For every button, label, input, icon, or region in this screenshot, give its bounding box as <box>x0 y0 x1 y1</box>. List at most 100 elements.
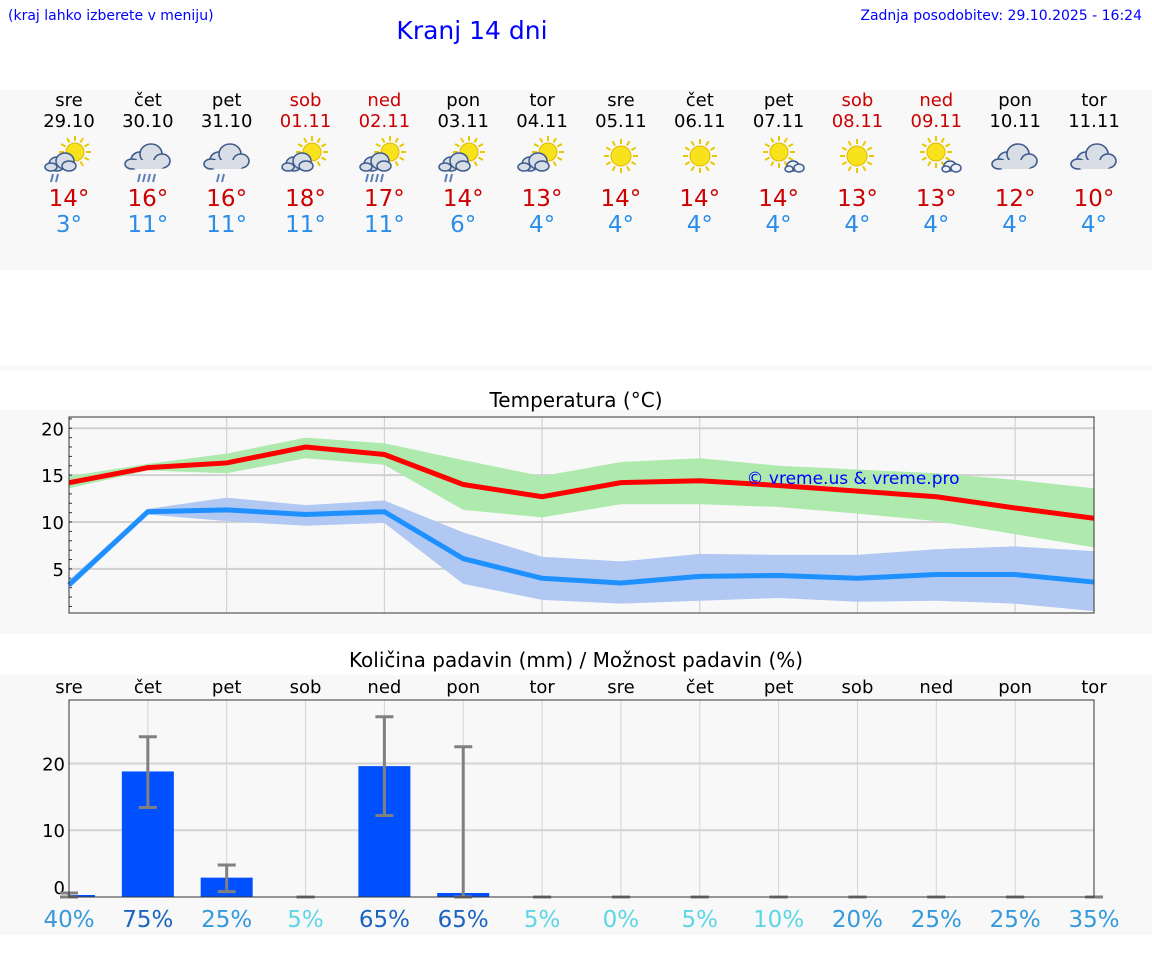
day-name: tor <box>1081 90 1107 111</box>
day-label: sre <box>55 677 82 698</box>
day-label: pet <box>764 677 794 698</box>
day-label: ned <box>919 677 953 698</box>
weather-sun-icon <box>582 136 660 184</box>
precip-chance: 40% <box>43 907 94 933</box>
max-temp: 16° <box>127 186 169 212</box>
max-temp: 13° <box>837 186 878 212</box>
precip-chance: 65% <box>438 907 489 933</box>
precip-chance: 10% <box>753 907 804 933</box>
day-label: tor <box>1081 677 1107 698</box>
precipitation-chart-title: Količina padavin (mm) / Možnost padavin … <box>348 648 804 672</box>
day-label: sob <box>842 677 874 698</box>
plot-frame <box>68 416 1095 614</box>
y-tick-label: 0 <box>54 878 65 899</box>
weather-sun-cloud-icon <box>503 136 581 184</box>
max-temp: 13° <box>521 186 563 212</box>
weather-sun-cloud-rain-heavy-icon <box>345 136 423 184</box>
max-temp: 13° <box>915 186 957 212</box>
day-label: pet <box>212 677 242 698</box>
min-temp: 4° <box>686 212 713 238</box>
day-name: sob <box>841 90 874 111</box>
weather-sun-small-cloud-icon <box>740 136 818 184</box>
day-date: 30.10 <box>122 111 174 132</box>
day-column: pon 03.11 14° 6° <box>424 90 502 238</box>
max-temp: 18° <box>285 186 326 212</box>
day-column: čet 30.10 16° 11° <box>109 90 187 238</box>
max-temp: 14° <box>600 186 642 212</box>
max-temp: 14° <box>48 186 90 212</box>
precip-bar <box>69 894 95 897</box>
day-label: tor <box>529 677 555 698</box>
day-column: sre 05.11 14° 4° <box>582 90 660 238</box>
weather-cloud-rain-icon <box>188 136 266 184</box>
min-temp: 4° <box>1080 212 1108 238</box>
precip-chance: 65% <box>359 907 410 933</box>
weather-sun-small-cloud-icon <box>897 136 975 184</box>
weather-sun-icon <box>818 136 896 184</box>
day-column: tor 11.11 10° 4° <box>1055 90 1133 238</box>
min-temp: 11° <box>363 212 405 238</box>
day-name: pet <box>763 90 794 111</box>
day-column: sob 01.11 18° 11° <box>267 90 345 238</box>
max-temp: 12° <box>994 186 1036 212</box>
max-temp: 14° <box>679 186 721 212</box>
day-date: 11.11 <box>1068 111 1120 132</box>
plot-area <box>69 700 1094 897</box>
day-date: 07.11 <box>752 111 805 132</box>
weather-cloud-icon <box>1055 136 1133 184</box>
day-label: ned <box>367 677 401 698</box>
day-name: sob <box>289 90 322 111</box>
y-tick-label: 5 <box>53 560 64 581</box>
day-column: sre 29.10 14° 3° <box>30 90 108 238</box>
day-name: čet <box>685 90 714 111</box>
day-column: pet 07.11 14° 4° <box>740 90 818 238</box>
day-date: 09.11 <box>910 111 963 132</box>
min-temp: 6° <box>450 212 477 238</box>
day-column: ned 02.11 17° 11° <box>345 90 423 238</box>
day-label: pon <box>998 677 1032 698</box>
precip-chance: 5% <box>287 907 324 933</box>
day-date: 08.11 <box>831 111 884 132</box>
day-name: pet <box>211 90 242 111</box>
min-temp: 3° <box>55 212 83 238</box>
day-column: pon 10.11 12° 4° <box>976 90 1054 238</box>
max-temp-line <box>68 444 1095 521</box>
min-temp: 4° <box>607 212 634 238</box>
day-name: pon <box>998 90 1033 111</box>
day-label: sre <box>607 677 634 698</box>
divider <box>0 365 1152 371</box>
location-hint-link[interactable]: (kraj lahko izberete v meniju) <box>8 8 214 24</box>
max-temp-range-band <box>69 437 1094 548</box>
plot-frame <box>68 699 1095 898</box>
temperature-chart-title: Temperatura (°C) <box>489 388 663 412</box>
day-column: tor 04.11 13° 4° <box>503 90 581 238</box>
daily-forecast-strip: sre 29.10 14° 3° čet 30.10 16° 11° pet 31.… <box>0 90 1152 270</box>
weather-sun-cloud-icon <box>267 136 345 184</box>
weather-sun-icon <box>661 136 739 184</box>
min-temp: 4° <box>844 212 871 238</box>
precip-chance: 25% <box>201 907 252 933</box>
precip-chance: 35% <box>1068 907 1119 933</box>
watermark: © vreme.us & vreme.pro <box>746 469 959 489</box>
day-name: ned <box>919 90 954 111</box>
day-date: 29.10 <box>43 111 95 132</box>
day-label: čet <box>686 677 714 698</box>
y-tick-label: 20 <box>41 419 64 440</box>
day-date: 01.11 <box>279 111 332 132</box>
day-name: tor <box>529 90 555 111</box>
day-date: 10.11 <box>989 111 1041 132</box>
precip-chance: 0% <box>603 907 640 933</box>
max-temp: 14° <box>758 186 799 212</box>
precip-chance: 25% <box>990 907 1041 933</box>
day-name: čet <box>133 90 162 111</box>
precip-chance: 25% <box>911 907 962 933</box>
min-temp: 4° <box>765 212 792 238</box>
day-name: pon <box>446 90 481 111</box>
last-updated: Zadnja posodobitev: 29.10.2025 - 16:24 <box>860 8 1142 24</box>
day-label: sob <box>290 677 322 698</box>
min-temp-line <box>67 507 1095 587</box>
temperature-chart: 5 10 15 20 © vreme.us & vreme.pro <box>41 416 1095 614</box>
page-title: Kranj 14 dni <box>396 16 548 45</box>
min-temp: 11° <box>285 212 326 238</box>
day-name: sre <box>55 90 83 111</box>
